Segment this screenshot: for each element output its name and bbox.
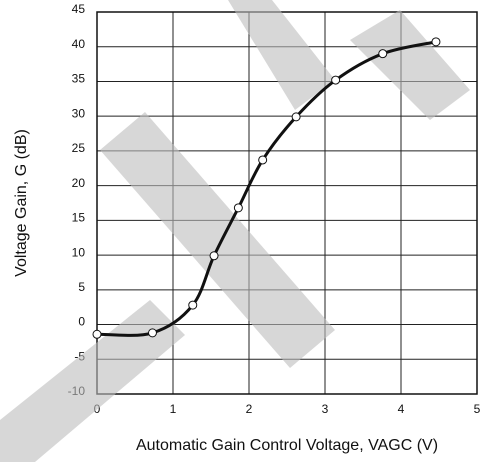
plot-border xyxy=(96,11,478,395)
watermark xyxy=(228,0,335,110)
marker xyxy=(92,329,102,339)
marker xyxy=(378,49,388,59)
x-tick-label: 4 xyxy=(398,402,405,416)
y-tick-label: 0 xyxy=(78,315,85,329)
marker xyxy=(331,75,341,85)
y-tick-label: 40 xyxy=(72,37,86,51)
marker xyxy=(233,203,243,213)
marker xyxy=(258,155,268,165)
y-tick-label: 20 xyxy=(72,176,86,190)
y-tick-label: 30 xyxy=(72,106,86,120)
y-tick-label: 15 xyxy=(72,211,86,225)
marker xyxy=(431,37,441,47)
y-tick-label: 10 xyxy=(72,245,86,259)
x-axis-label: Automatic Gain Control Voltage, VAGC (V) xyxy=(136,437,438,454)
x-tick-label: 2 xyxy=(246,402,253,416)
x-tick-label: 5 xyxy=(474,402,481,416)
marker xyxy=(188,300,198,310)
x-tick-label: 1 xyxy=(170,402,177,416)
watermark xyxy=(100,112,335,368)
marker xyxy=(209,251,219,261)
marker xyxy=(291,112,301,122)
y-axis-label: Voltage Gain, G (dB) xyxy=(13,129,30,277)
y-tick-label: 5 xyxy=(78,280,85,294)
y-tick-label: 35 xyxy=(72,72,86,86)
watermark xyxy=(350,10,470,120)
y-tick-label: 45 xyxy=(72,2,86,16)
x-tick-label: 3 xyxy=(322,402,329,416)
marker xyxy=(147,328,157,338)
curve xyxy=(96,40,437,337)
y-tick-label: 25 xyxy=(72,141,86,155)
watermark xyxy=(0,300,185,462)
